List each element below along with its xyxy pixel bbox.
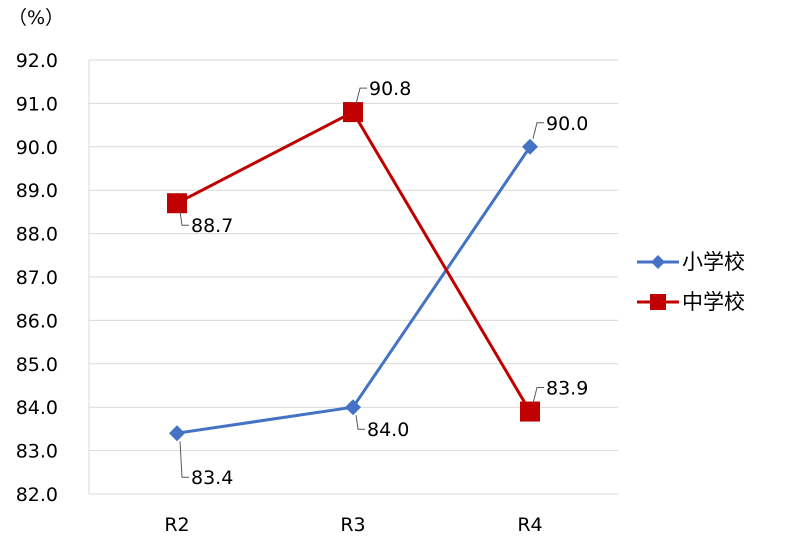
data-point-diamond: [522, 138, 538, 155]
data-label: 83.9: [546, 378, 588, 400]
series-junior-high: [167, 102, 540, 422]
y-tick-label: 88.0: [16, 224, 58, 246]
legend-marker-square: [650, 294, 666, 310]
data-label-leader: [179, 441, 189, 478]
data-label: 88.7: [191, 215, 233, 237]
y-tick-label: 89.0: [16, 180, 58, 202]
legend-item: 中学校: [637, 290, 745, 314]
data-label: 83.4: [191, 467, 233, 489]
data-labels: 83.4 84.0 90.0 88.7 90.8 83.9: [179, 78, 588, 489]
data-label: 84.0: [367, 419, 409, 441]
axes: [88, 60, 618, 495]
series-layer: [167, 102, 540, 442]
y-tick-label: 87.0: [16, 267, 58, 289]
data-label-leader: [179, 211, 189, 226]
y-tick-label: 83.0: [16, 441, 58, 463]
data-point-square: [520, 401, 540, 422]
y-tick-label: 85.0: [16, 354, 58, 376]
data-point-diamond: [345, 399, 361, 416]
series-line: [176, 110, 532, 413]
x-tick-label: R2: [164, 514, 189, 536]
y-tick-label: 84.0: [16, 397, 58, 419]
data-label-leader: [355, 415, 365, 430]
x-tick-labels: R2 R3 R4: [164, 514, 542, 536]
data-point-diamond: [169, 425, 185, 442]
x-tick-label: R4: [517, 514, 542, 536]
data-label: 90.8: [369, 78, 411, 100]
legend-item: 小学校: [637, 250, 745, 274]
data-label-leader: [532, 387, 544, 404]
x-tick-label: R3: [340, 514, 365, 536]
legend-label: 中学校: [682, 290, 745, 314]
y-unit-label: （%）: [8, 7, 64, 29]
y-tick-label: 82.0: [16, 484, 58, 506]
y-tick-label: 90.0: [16, 137, 58, 159]
y-tick-label: 92.0: [16, 50, 58, 72]
data-label: 90.0: [546, 113, 588, 135]
data-point-square: [343, 102, 363, 123]
legend-label: 小学校: [682, 250, 745, 274]
y-tick-label: 86.0: [16, 310, 58, 332]
data-label-leader: [532, 122, 544, 139]
data-label-leader: [355, 87, 367, 105]
series-elementary: [169, 138, 538, 442]
y-tick-labels: 82.0 83.0 84.0 85.0 86.0 87.0 88.0 89.0 90.0 91.0…: [16, 50, 58, 506]
data-point-square: [167, 193, 187, 214]
legend-marker-diamond: [651, 255, 665, 269]
y-tick-label: 91.0: [16, 93, 58, 115]
